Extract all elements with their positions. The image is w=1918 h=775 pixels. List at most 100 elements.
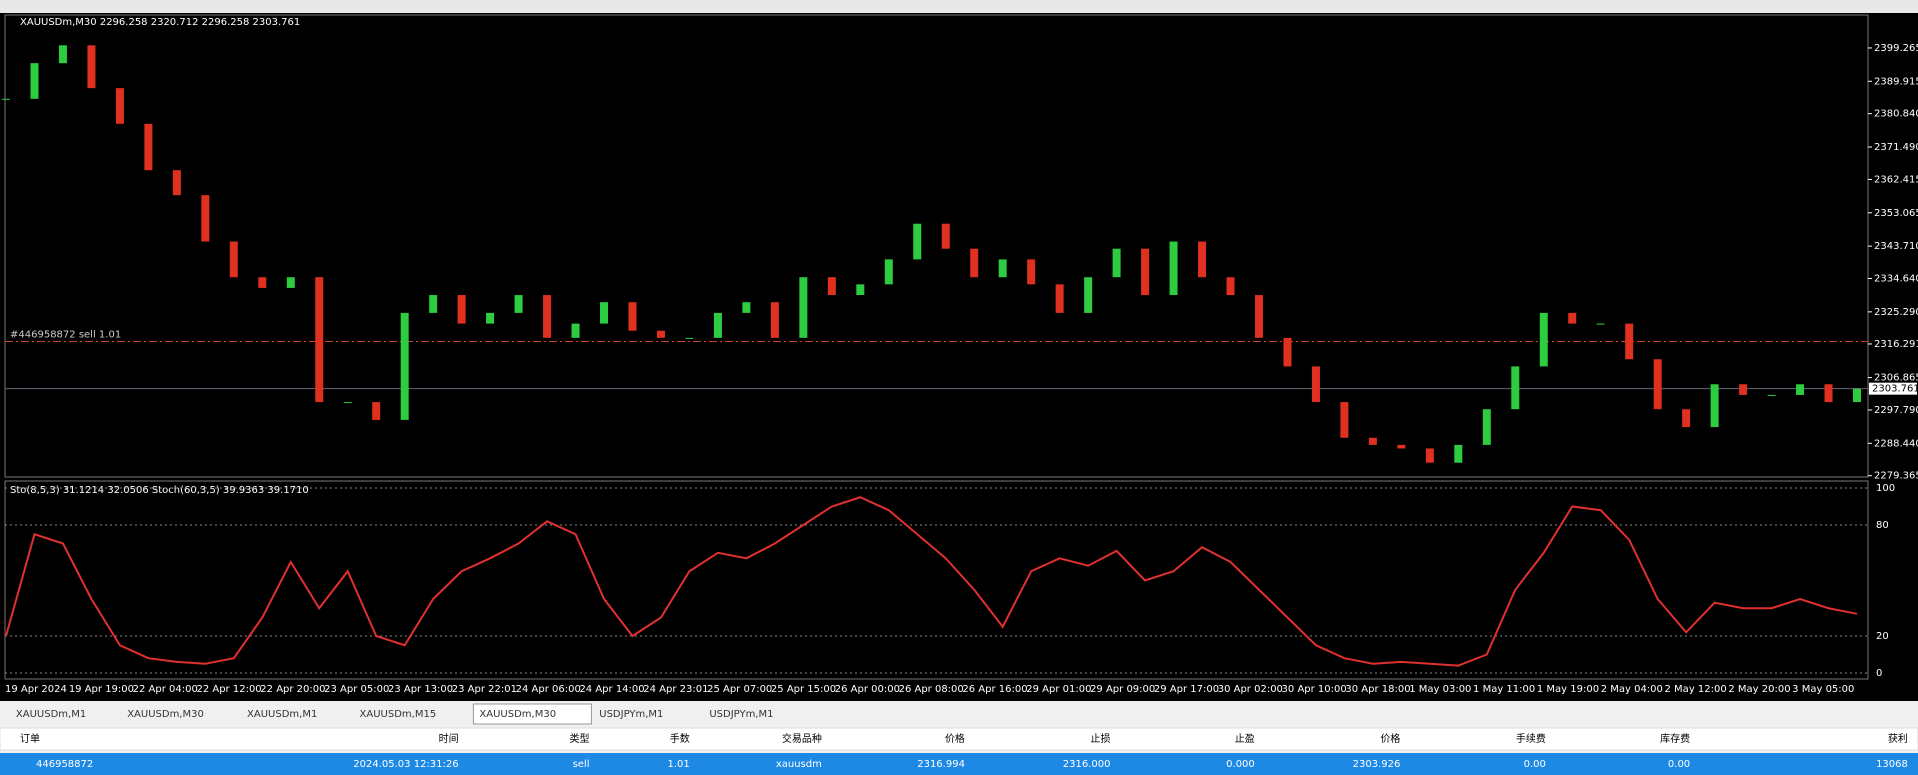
candle [372, 402, 381, 420]
order-row[interactable] [0, 753, 1918, 775]
cell: 0.000 [1226, 759, 1255, 770]
time-label: 22 Apr 20:00 [260, 684, 325, 695]
candle [1141, 248, 1150, 296]
candle [58, 45, 67, 64]
time-label: 1 May 19:00 [1537, 684, 1599, 695]
cell: xauusdm [776, 759, 822, 770]
time-label: 1 May 03:00 [1409, 684, 1471, 695]
time-label: 2 May 12:00 [1665, 684, 1727, 695]
time-label: 25 Apr 15:00 [771, 684, 836, 695]
cell: 2303.926 [1353, 759, 1401, 770]
cell: 2316.994 [917, 759, 965, 770]
cell: sell [573, 759, 590, 770]
candle [1425, 448, 1434, 463]
candle [1767, 394, 1776, 396]
time-label: 22 Apr 12:00 [196, 684, 261, 695]
price-tick-label: 2297.790 [1874, 405, 1918, 416]
candle [913, 223, 922, 260]
time-label: 23 Apr 13:00 [388, 684, 453, 695]
column-header: 库存费 [1660, 732, 1690, 745]
column-header: 时间 [439, 732, 459, 745]
price-tick-label: 2306.865 [1874, 373, 1918, 384]
tab[interactable]: USDJPYm,M1 [599, 709, 663, 720]
cell: 2024.05.03 12:31:26 [353, 759, 458, 770]
candle [1539, 312, 1548, 367]
candle [315, 277, 324, 403]
time-label: 30 Apr 10:00 [1282, 684, 1347, 695]
column-header: 订单 [20, 733, 40, 745]
candle [970, 248, 979, 278]
time-label: 30 Apr 02:00 [1218, 684, 1283, 695]
content: 2399.265 2389.915 2380.840 2371.490 2362.415… [2, 43, 1918, 770]
candle [400, 312, 409, 420]
cell: 13068 [1876, 759, 1908, 770]
cell: 446958872 [36, 759, 93, 770]
time-label: 24 Apr 14:00 [579, 684, 644, 695]
candle [115, 88, 124, 124]
column-header: 价格 [1380, 732, 1400, 745]
toolbar [0, 0, 1918, 13]
column-header: 手续费 [1516, 732, 1546, 745]
candle [884, 259, 893, 285]
price-tick-label: 2353.065 [1874, 208, 1918, 219]
candle [1853, 388, 1861, 403]
tab[interactable]: XAUUSDm,M1 [16, 709, 86, 720]
price-tick-label: 2288.440 [1874, 438, 1918, 449]
tab[interactable]: USDJPYm,M1 [709, 709, 773, 720]
stoch-tick-label: 100 [1876, 483, 1895, 494]
price-tick-label: 2343.710 [1874, 241, 1918, 252]
cell: 1.01 [668, 759, 690, 770]
candle [343, 402, 352, 404]
candle [1226, 277, 1235, 296]
candle [229, 241, 238, 278]
column-header: 手数 [670, 732, 690, 745]
tab[interactable]: XAUUSDm,M1 [247, 709, 317, 720]
price-tick-label: 2316.291 [1874, 339, 1918, 350]
stoch-panel [4, 480, 1869, 680]
candle [1625, 323, 1634, 360]
candle [770, 302, 779, 338]
candle [543, 295, 552, 338]
stoch-tick-label: 80 [1876, 520, 1889, 531]
time-label: 19 Apr 19:00 [69, 684, 134, 695]
time-label: 26 Apr 16:00 [962, 684, 1027, 695]
price-tick-label: 2380.840 [1874, 109, 1918, 120]
time-label: 2 May 04:00 [1601, 684, 1663, 695]
candle [172, 170, 181, 196]
candle [429, 295, 438, 313]
candle [827, 277, 836, 296]
stoch-tick-label: 0 [1876, 668, 1882, 679]
stoch-header: Sto(8,5,3) 31.1214 32.0506 Stoch(60,3,5)… [10, 485, 309, 496]
time-label: 29 Apr 09:00 [1090, 684, 1155, 695]
candle [713, 312, 722, 338]
candle [30, 63, 39, 99]
candle [998, 259, 1007, 278]
tab[interactable]: XAUUSDm,M30 [479, 709, 556, 720]
tab[interactable]: XAUUSDm,M15 [360, 709, 437, 720]
column-header: 止损 [1090, 732, 1110, 745]
candle [144, 123, 153, 171]
candle [1710, 384, 1719, 428]
price-tick-label: 2389.915 [1874, 76, 1918, 87]
candle [1340, 402, 1349, 438]
candle [571, 323, 580, 338]
candle [201, 195, 210, 242]
candle [1084, 277, 1093, 313]
time-label: 26 Apr 00:00 [835, 684, 900, 695]
candle [941, 223, 950, 249]
order-line-label: #446958872 sell 1.01 [10, 329, 121, 340]
time-label: 3 May 05:00 [1792, 684, 1854, 695]
price-tick-label: 2279.365 [1874, 471, 1918, 482]
candle [1283, 337, 1292, 367]
candle [1824, 384, 1833, 403]
tab[interactable]: XAUUSDm,M30 [127, 709, 204, 720]
candle [1027, 259, 1036, 285]
candle [656, 330, 665, 338]
current-price-box [1869, 382, 1917, 395]
price-tick-label: 2334.640 [1874, 274, 1918, 285]
time-label: 24 Apr 23:01 [643, 684, 708, 695]
candle [1454, 444, 1463, 463]
price-tick-label: 2325.290 [1874, 307, 1918, 318]
